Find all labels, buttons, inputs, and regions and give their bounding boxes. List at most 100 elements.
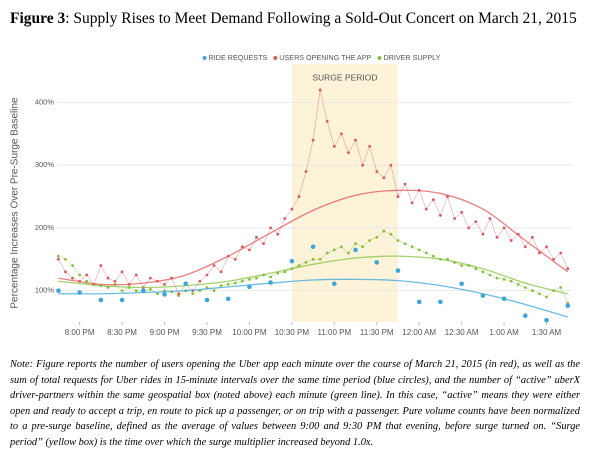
legend-label: RIDE REQUESTS <box>209 53 268 62</box>
series-point <box>134 289 138 293</box>
series-circle <box>119 297 125 303</box>
series-point <box>502 226 506 230</box>
series-circle <box>141 288 146 293</box>
figure-label: Figure 3 <box>10 10 66 27</box>
y-tick-label: 100% <box>35 286 55 295</box>
series-circle <box>247 284 252 290</box>
trend-line <box>58 189 569 286</box>
series-point <box>523 245 527 249</box>
note: Note: Figure reports the number of users… <box>10 359 580 448</box>
series-point <box>148 287 152 291</box>
series-circle <box>523 313 528 319</box>
series-circle <box>56 288 61 293</box>
series-point <box>396 239 400 242</box>
series-point <box>205 273 209 277</box>
series-point <box>290 207 294 211</box>
series-point <box>134 273 138 277</box>
series-point <box>453 217 456 220</box>
y-tick-label: 300% <box>35 160 55 169</box>
series-point <box>219 270 223 274</box>
series-circle <box>204 297 210 303</box>
series-point <box>283 270 287 274</box>
series-point <box>347 151 350 155</box>
series-point <box>481 232 485 236</box>
series-point <box>64 270 67 274</box>
series-point <box>339 245 343 249</box>
series-point <box>71 276 74 280</box>
series-point <box>191 292 195 296</box>
series-point <box>382 176 386 180</box>
series-circle <box>77 290 82 295</box>
series-point <box>57 257 60 261</box>
series-circle <box>438 299 443 305</box>
series-point <box>262 242 265 246</box>
series-point <box>156 292 159 296</box>
series-circle <box>332 281 337 287</box>
series-point <box>325 251 329 255</box>
series-point <box>559 286 563 289</box>
series-point <box>488 217 492 220</box>
series-circle <box>268 280 273 285</box>
series-point <box>375 235 379 239</box>
series-point <box>516 282 520 286</box>
series-point <box>566 267 570 271</box>
series-point <box>460 210 464 214</box>
series-point <box>410 201 414 205</box>
series-point <box>467 226 471 230</box>
series-point <box>297 264 301 267</box>
series-point <box>163 282 166 286</box>
series-point <box>240 279 244 283</box>
series-point <box>325 119 329 123</box>
series-point <box>361 245 365 249</box>
series-point <box>248 248 251 252</box>
x-tick-label: 11:30 PM <box>360 328 394 337</box>
series-circle <box>310 244 316 250</box>
series-circle <box>459 281 464 287</box>
series-point <box>64 257 67 261</box>
y-tick-label: 400% <box>35 97 55 106</box>
x-tick-label: 8:00 PM <box>65 328 95 337</box>
series-point <box>354 138 357 142</box>
series-point <box>389 232 393 236</box>
series-point <box>248 277 251 281</box>
legend: RIDE REQUESTS USERS OPENING THE APP DRIVER… <box>202 53 441 62</box>
chart: SURGE PERIOD 100% 200% 300% 400% 8:00 PM 8:30 … <box>10 53 572 337</box>
series-point <box>474 267 478 271</box>
series-point <box>417 248 421 252</box>
legend-label: USERS OPENING THE APP <box>279 53 371 62</box>
series-point <box>488 273 492 277</box>
trend-line <box>58 255 568 295</box>
series-point <box>545 245 548 249</box>
legend-marker <box>273 56 278 60</box>
figure-title: Figure 3: Supply Rises to Meet Demand Fo… <box>10 10 577 28</box>
series-point <box>255 276 258 280</box>
series-point <box>99 264 103 267</box>
series-point <box>382 229 386 233</box>
series-point <box>403 182 407 186</box>
series-point <box>113 279 117 283</box>
series-point <box>226 282 230 286</box>
series-circle <box>289 258 295 264</box>
series-point <box>148 276 152 280</box>
series-point <box>240 245 244 249</box>
surge-label: SURGE PERIOD <box>312 72 377 82</box>
series-circle <box>353 247 358 253</box>
series-point <box>332 248 336 252</box>
series-circle <box>395 268 401 273</box>
series-point <box>269 226 273 230</box>
series-point <box>424 251 428 255</box>
series-circle <box>501 296 507 302</box>
series-circle <box>480 293 486 298</box>
series-point <box>85 279 89 283</box>
series-point <box>523 286 527 289</box>
series-point <box>78 273 82 277</box>
series-point <box>283 217 287 220</box>
series-point <box>297 195 301 198</box>
y-axis-label: Percentage Increases Over Pre-Surge Base… <box>10 97 21 309</box>
series-point <box>495 235 499 239</box>
x-tick-label: 12:30 AM <box>445 328 479 337</box>
series-point <box>85 273 89 277</box>
title-text: : Supply Rises to Meet Demand Following … <box>65 10 577 27</box>
series-point <box>538 292 541 296</box>
